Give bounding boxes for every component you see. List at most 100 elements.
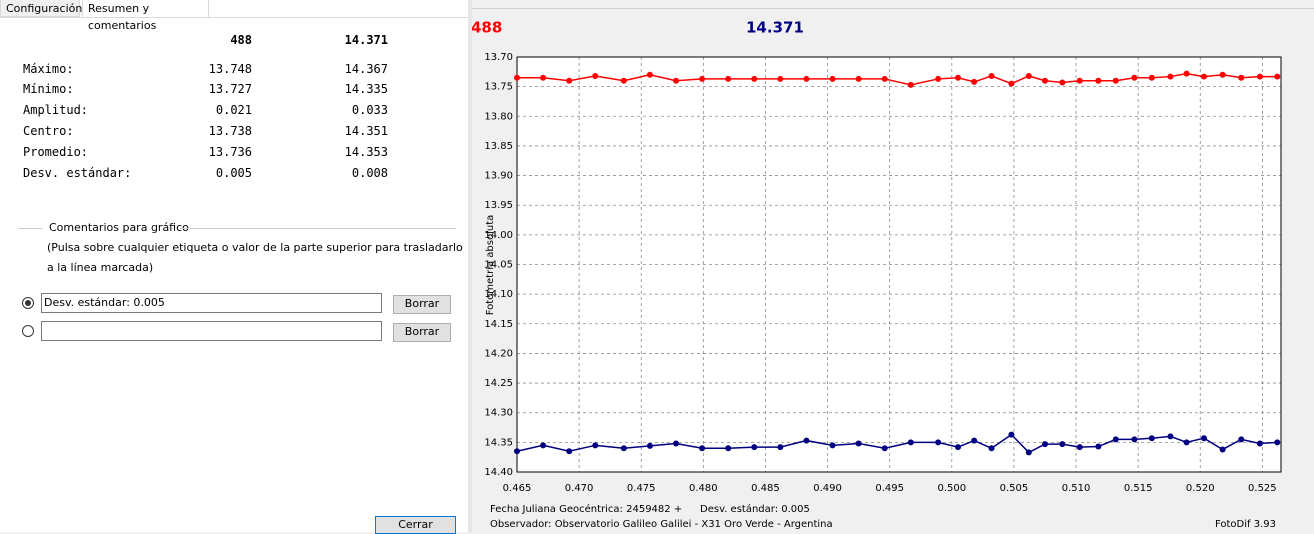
data-point bbox=[1076, 444, 1083, 451]
data-point bbox=[751, 444, 758, 451]
data-point bbox=[620, 445, 627, 452]
data-point bbox=[1219, 71, 1226, 78]
data-point bbox=[1274, 439, 1281, 446]
data-point bbox=[1041, 441, 1048, 448]
y-tick-label: 13.90 bbox=[484, 171, 513, 182]
data-point bbox=[1059, 79, 1066, 86]
data-point bbox=[1148, 74, 1155, 81]
x-tick-label: 0.485 bbox=[751, 483, 780, 494]
data-point bbox=[725, 75, 732, 82]
chart: 488 14.371 Fotometría absoluta Fecha Jul… bbox=[472, 0, 1314, 532]
comment-input[interactable]: Desv. estándar: 0.005 bbox=[41, 293, 382, 313]
close-button[interactable]: Cerrar bbox=[375, 516, 456, 534]
data-point bbox=[1095, 443, 1102, 450]
data-point bbox=[1076, 77, 1083, 84]
footer-date: Fecha Juliana Geocéntrica: 2459482 + bbox=[490, 503, 682, 515]
data-point bbox=[699, 75, 706, 82]
clear-button[interactable]: Borrar bbox=[393, 323, 451, 342]
data-point bbox=[955, 444, 962, 451]
comment-input[interactable] bbox=[41, 321, 382, 341]
summary-label: Centro: bbox=[23, 124, 74, 138]
summary-value: 14.351 bbox=[344, 124, 388, 138]
data-point bbox=[1167, 73, 1174, 80]
x-tick-label: 0.520 bbox=[1186, 483, 1215, 494]
summary-panel: Configuración Resumen y comentarios 488 … bbox=[0, 0, 469, 534]
data-point bbox=[1041, 77, 1048, 84]
data-point bbox=[620, 77, 627, 84]
x-tick-label: 0.465 bbox=[503, 483, 532, 494]
x-tick-label: 0.510 bbox=[1062, 483, 1091, 494]
data-point bbox=[673, 440, 680, 447]
data-point bbox=[1148, 435, 1155, 442]
data-point bbox=[566, 77, 573, 84]
y-tick-label: 13.75 bbox=[484, 82, 513, 93]
data-point bbox=[1112, 436, 1119, 443]
data-point bbox=[803, 75, 810, 82]
data-point bbox=[540, 442, 547, 449]
data-point bbox=[1183, 439, 1190, 446]
summary-value: 14.353 bbox=[344, 145, 388, 159]
data-point bbox=[935, 75, 942, 82]
summary-label: Desv. estándar: bbox=[23, 166, 132, 180]
data-point bbox=[855, 75, 862, 82]
data-point bbox=[1183, 70, 1190, 77]
summary-value: 13.738 bbox=[208, 124, 252, 138]
data-point bbox=[1256, 73, 1263, 80]
data-point bbox=[803, 437, 810, 444]
summary-label: Amplitud: bbox=[23, 103, 89, 117]
summary-value: 0.005 bbox=[215, 166, 252, 180]
legend-label: 14.371 bbox=[746, 19, 804, 37]
summary-value: 14.367 bbox=[344, 62, 388, 76]
summary-value: 13.748 bbox=[208, 62, 252, 76]
data-point bbox=[777, 75, 784, 82]
data-point bbox=[955, 74, 962, 81]
data-point bbox=[1025, 449, 1032, 456]
data-point bbox=[592, 72, 599, 79]
help-text: (Pulsa sobre cualquier etiqueta o valor … bbox=[47, 241, 463, 254]
help-text: a la línea marcada) bbox=[47, 261, 154, 274]
summary-value: 13.727 bbox=[208, 82, 252, 96]
group-line bbox=[18, 228, 42, 229]
y-axis-label: Fotometría absoluta bbox=[484, 215, 496, 316]
x-tick-label: 0.480 bbox=[689, 483, 718, 494]
data-point bbox=[971, 437, 978, 444]
y-tick-label: 14.10 bbox=[484, 289, 513, 300]
data-point bbox=[1131, 436, 1138, 443]
tab[interactable]: Configuración bbox=[0, 0, 82, 17]
data-point bbox=[646, 71, 653, 78]
summary-value: 0.008 bbox=[351, 166, 388, 180]
x-tick-label: 0.500 bbox=[937, 483, 966, 494]
data-point bbox=[751, 75, 758, 82]
tab-selected[interactable]: Resumen y comentarios bbox=[82, 0, 209, 32]
data-point bbox=[566, 448, 573, 455]
data-point bbox=[1200, 73, 1207, 80]
x-tick-label: 0.490 bbox=[813, 483, 842, 494]
summary-label: Máximo: bbox=[23, 62, 74, 76]
data-point bbox=[1025, 72, 1032, 79]
data-point bbox=[971, 78, 978, 85]
tab-border bbox=[0, 17, 468, 18]
summary-value: 0.021 bbox=[215, 103, 252, 117]
x-tick-label: 0.515 bbox=[1124, 483, 1153, 494]
y-tick-label: 14.25 bbox=[484, 378, 513, 389]
data-point bbox=[907, 81, 914, 88]
x-tick-label: 0.525 bbox=[1248, 483, 1277, 494]
data-point bbox=[1238, 436, 1245, 443]
data-point bbox=[1059, 441, 1066, 448]
x-tick-label: 0.505 bbox=[1000, 483, 1029, 494]
data-point bbox=[1008, 80, 1015, 87]
clear-button[interactable]: Borrar bbox=[393, 295, 451, 314]
footer-observer: Observador: Observatorio Galileo Galilei… bbox=[490, 519, 833, 530]
data-point bbox=[1095, 77, 1102, 84]
y-tick-label: 13.80 bbox=[484, 111, 513, 122]
column-header: 14.371 bbox=[344, 33, 388, 47]
radio[interactable] bbox=[22, 325, 34, 337]
data-point bbox=[1008, 431, 1015, 438]
data-point bbox=[699, 445, 706, 452]
data-point bbox=[1167, 433, 1174, 440]
radio-selected[interactable] bbox=[22, 297, 34, 309]
data-point bbox=[1131, 74, 1138, 81]
x-tick-label: 0.495 bbox=[875, 483, 904, 494]
group-line bbox=[180, 228, 456, 229]
data-point bbox=[1219, 446, 1226, 453]
